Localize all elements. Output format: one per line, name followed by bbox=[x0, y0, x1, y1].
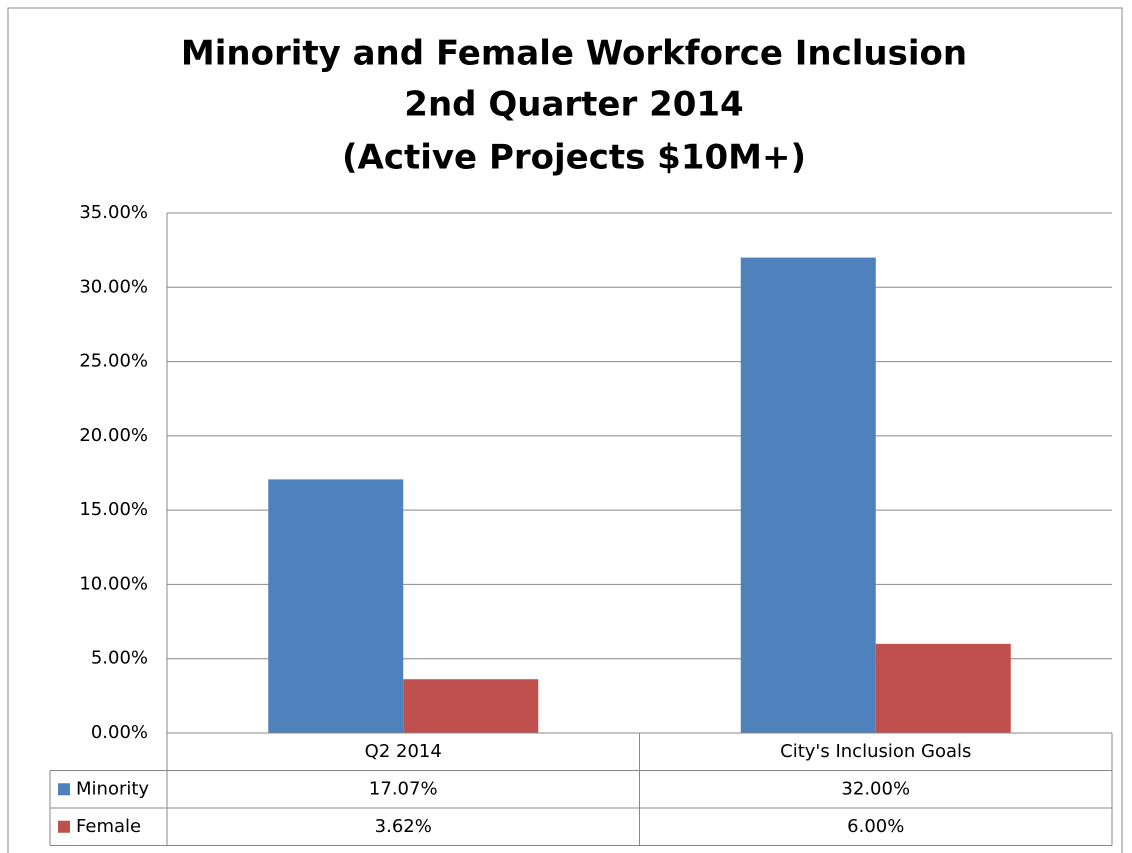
bar bbox=[875, 643, 1011, 733]
chart-title: (Active Projects $10M+) bbox=[342, 138, 806, 178]
chart-title: Minority and Female Workforce Inclusion bbox=[181, 34, 967, 74]
x-tick-label: City's Inclusion Goals bbox=[780, 741, 971, 762]
y-tick-label: 25.00% bbox=[79, 351, 148, 372]
bar bbox=[268, 479, 404, 733]
data-table-value: 17.07% bbox=[369, 778, 438, 799]
bar bbox=[403, 679, 539, 733]
y-tick-label: 20.00% bbox=[79, 425, 148, 446]
x-tick-label: Q2 2014 bbox=[365, 741, 442, 762]
legend-key bbox=[58, 783, 70, 796]
y-tick-label: 5.00% bbox=[91, 648, 148, 669]
y-tick-label: 0.00% bbox=[91, 722, 148, 743]
y-tick-label: 10.00% bbox=[79, 573, 148, 594]
y-tick-label: 30.00% bbox=[79, 276, 148, 297]
y-tick-label: 15.00% bbox=[79, 499, 148, 520]
data-table-value: 3.62% bbox=[375, 816, 432, 837]
data-table-value: 32.00% bbox=[841, 778, 910, 799]
data-table-value: 6.00% bbox=[847, 816, 904, 837]
legend-label: Female bbox=[76, 816, 141, 837]
chart-title: 2nd Quarter 2014 bbox=[404, 85, 743, 125]
legend-key bbox=[58, 820, 70, 833]
y-tick-label: 35.00% bbox=[79, 202, 148, 223]
bar bbox=[740, 257, 876, 733]
legend-label: Minority bbox=[76, 778, 149, 799]
